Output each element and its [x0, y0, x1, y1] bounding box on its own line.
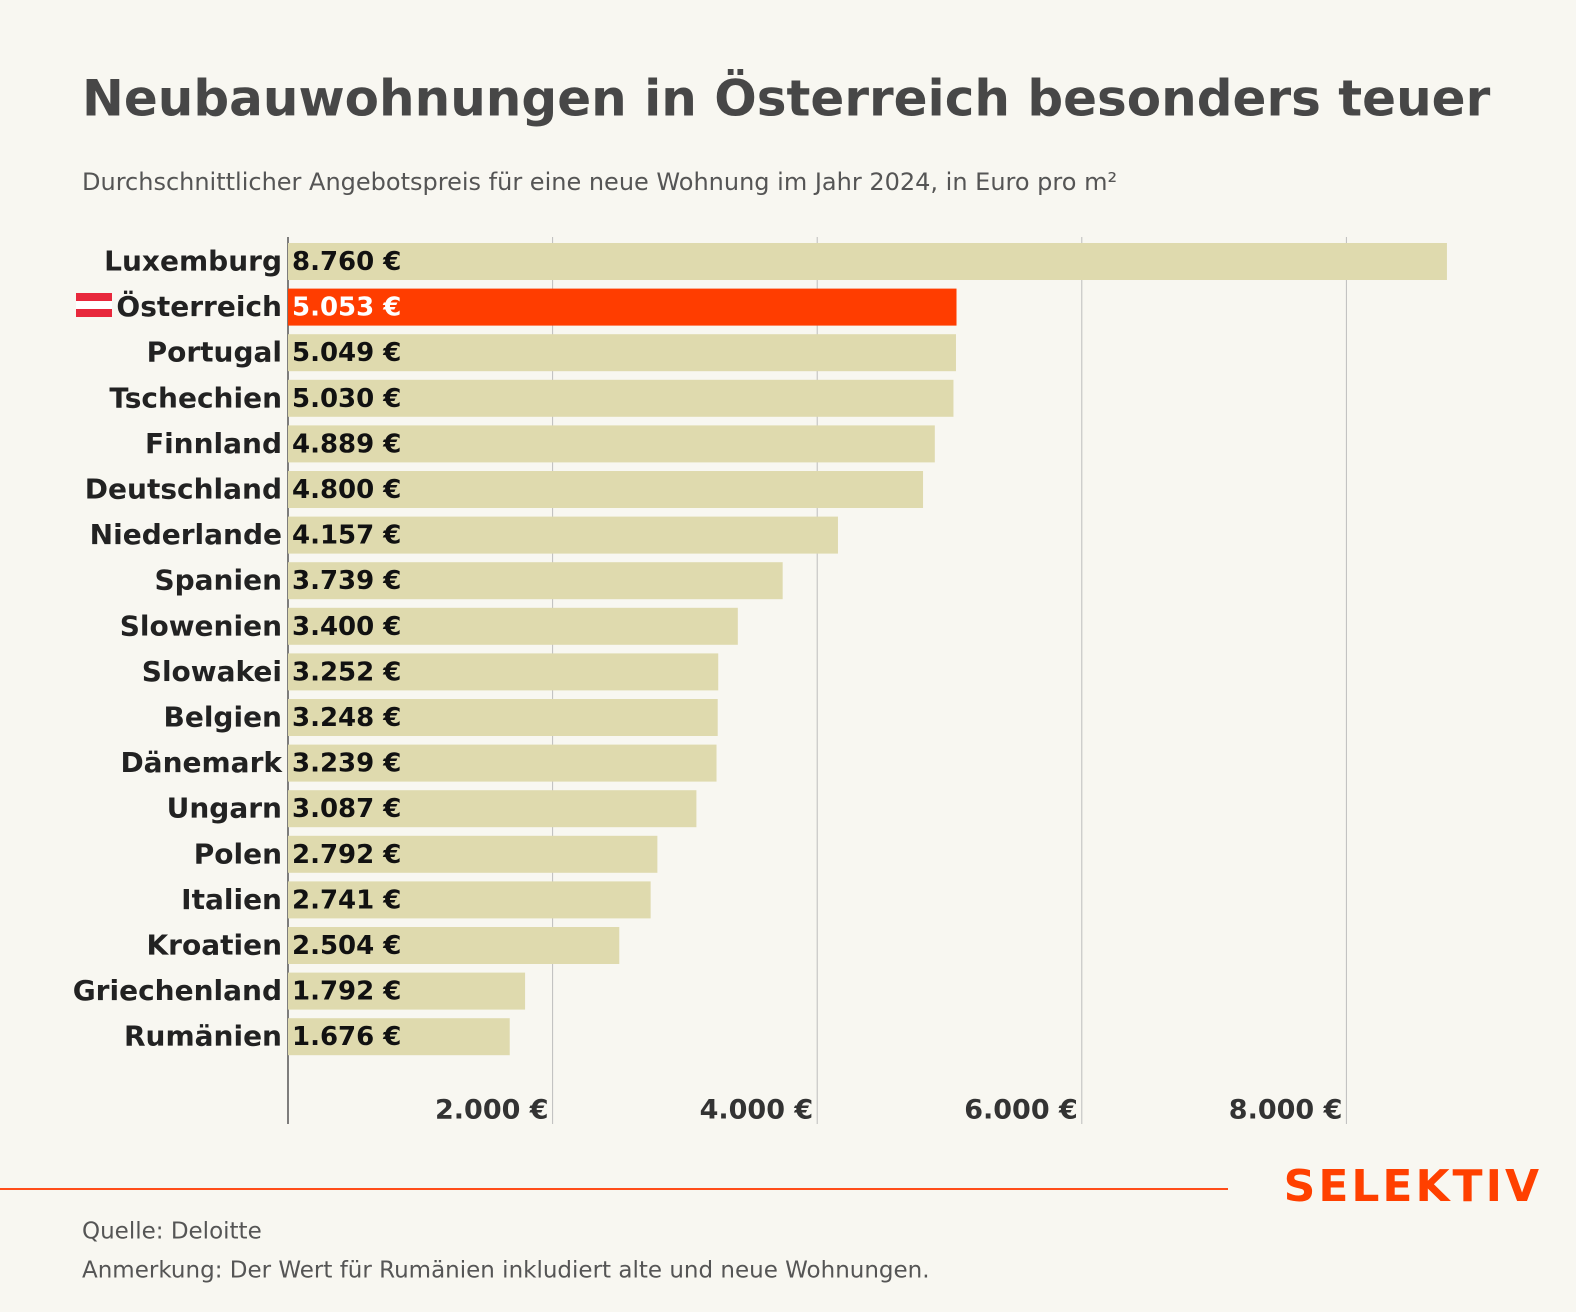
category-label: Dänemark: [120, 746, 283, 779]
value-label: 3.739 €: [292, 566, 401, 596]
value-label: 2.741 €: [292, 885, 401, 915]
bar: [288, 790, 697, 828]
value-label: 5.049 €: [292, 338, 401, 368]
category-label: Italien: [181, 883, 282, 916]
value-label: 3.248 €: [292, 703, 401, 733]
bar: [288, 288, 957, 326]
bar: [288, 927, 620, 964]
bar: [288, 653, 719, 691]
category-label: Ungarn: [167, 792, 282, 825]
category-label: Spanien: [154, 564, 282, 597]
value-label: 3.239 €: [292, 749, 401, 779]
bar: [288, 744, 717, 782]
category-label: Portugal: [147, 336, 282, 369]
bar: [288, 881, 651, 919]
category-label: Polen: [194, 837, 282, 870]
x-tick-label: 6.000 €: [964, 1095, 1078, 1126]
bar: [288, 243, 1447, 280]
value-label: 3.252 €: [292, 657, 401, 687]
category-label: Kroatien: [146, 929, 282, 962]
bar: [288, 334, 956, 372]
brand-logo: SELEKTIV: [1284, 1161, 1542, 1212]
category-label: Rumänien: [124, 1020, 282, 1053]
bar: [288, 835, 658, 873]
value-label: 4.800 €: [292, 475, 401, 505]
category-label: Luxemburg: [104, 245, 282, 278]
value-label: 1.676 €: [292, 1022, 401, 1052]
category-label: Griechenland: [73, 974, 282, 1007]
bar: [288, 471, 924, 508]
bar: [288, 379, 954, 417]
bar: [288, 972, 526, 1010]
source-note: Quelle: Deloitte: [82, 1219, 262, 1245]
austria-flag: [76, 293, 112, 317]
flag-stripe: [76, 293, 112, 301]
value-label: 3.087 €: [292, 794, 401, 824]
value-label: 4.889 €: [292, 429, 401, 459]
category-label: Finnland: [145, 427, 282, 460]
category-label: Tschechien: [109, 381, 282, 414]
value-label: 8.760 €: [292, 247, 401, 277]
bar: [288, 699, 718, 736]
category-label: Niederlande: [90, 518, 282, 551]
bar: [288, 607, 738, 645]
x-tick-label: 4.000 €: [700, 1095, 814, 1126]
chart-title: Neubauwohnungen in Österreich besonders …: [82, 69, 1491, 128]
value-label: 1.792 €: [292, 977, 401, 1007]
value-label: 5.053 €: [292, 293, 401, 323]
category-label: Belgien: [164, 701, 283, 734]
category-label: Slowenien: [120, 609, 282, 642]
bar: [288, 425, 935, 463]
value-label: 5.030 €: [292, 384, 401, 414]
x-tick-label: 8.000 €: [1229, 1095, 1343, 1126]
value-label: 2.792 €: [292, 840, 401, 870]
value-label: 4.157 €: [292, 521, 401, 551]
value-label: 2.504 €: [292, 931, 401, 961]
flag-stripe: [76, 301, 112, 309]
bar: [288, 1018, 510, 1056]
chart-subtitle: Durchschnittlicher Angebotspreis für ein…: [82, 168, 1117, 196]
x-tick-label: 2.000 €: [435, 1095, 549, 1126]
bar: [288, 562, 783, 600]
category-label: Österreich: [116, 289, 282, 323]
value-label: 3.400 €: [292, 612, 401, 642]
category-label: Slowakei: [142, 655, 282, 688]
category-label: Deutschland: [85, 473, 282, 506]
footnote: Anmerkung: Der Wert für Rumänien inkludi…: [82, 1258, 930, 1284]
flag-stripe: [76, 309, 112, 317]
bar: [288, 516, 838, 554]
